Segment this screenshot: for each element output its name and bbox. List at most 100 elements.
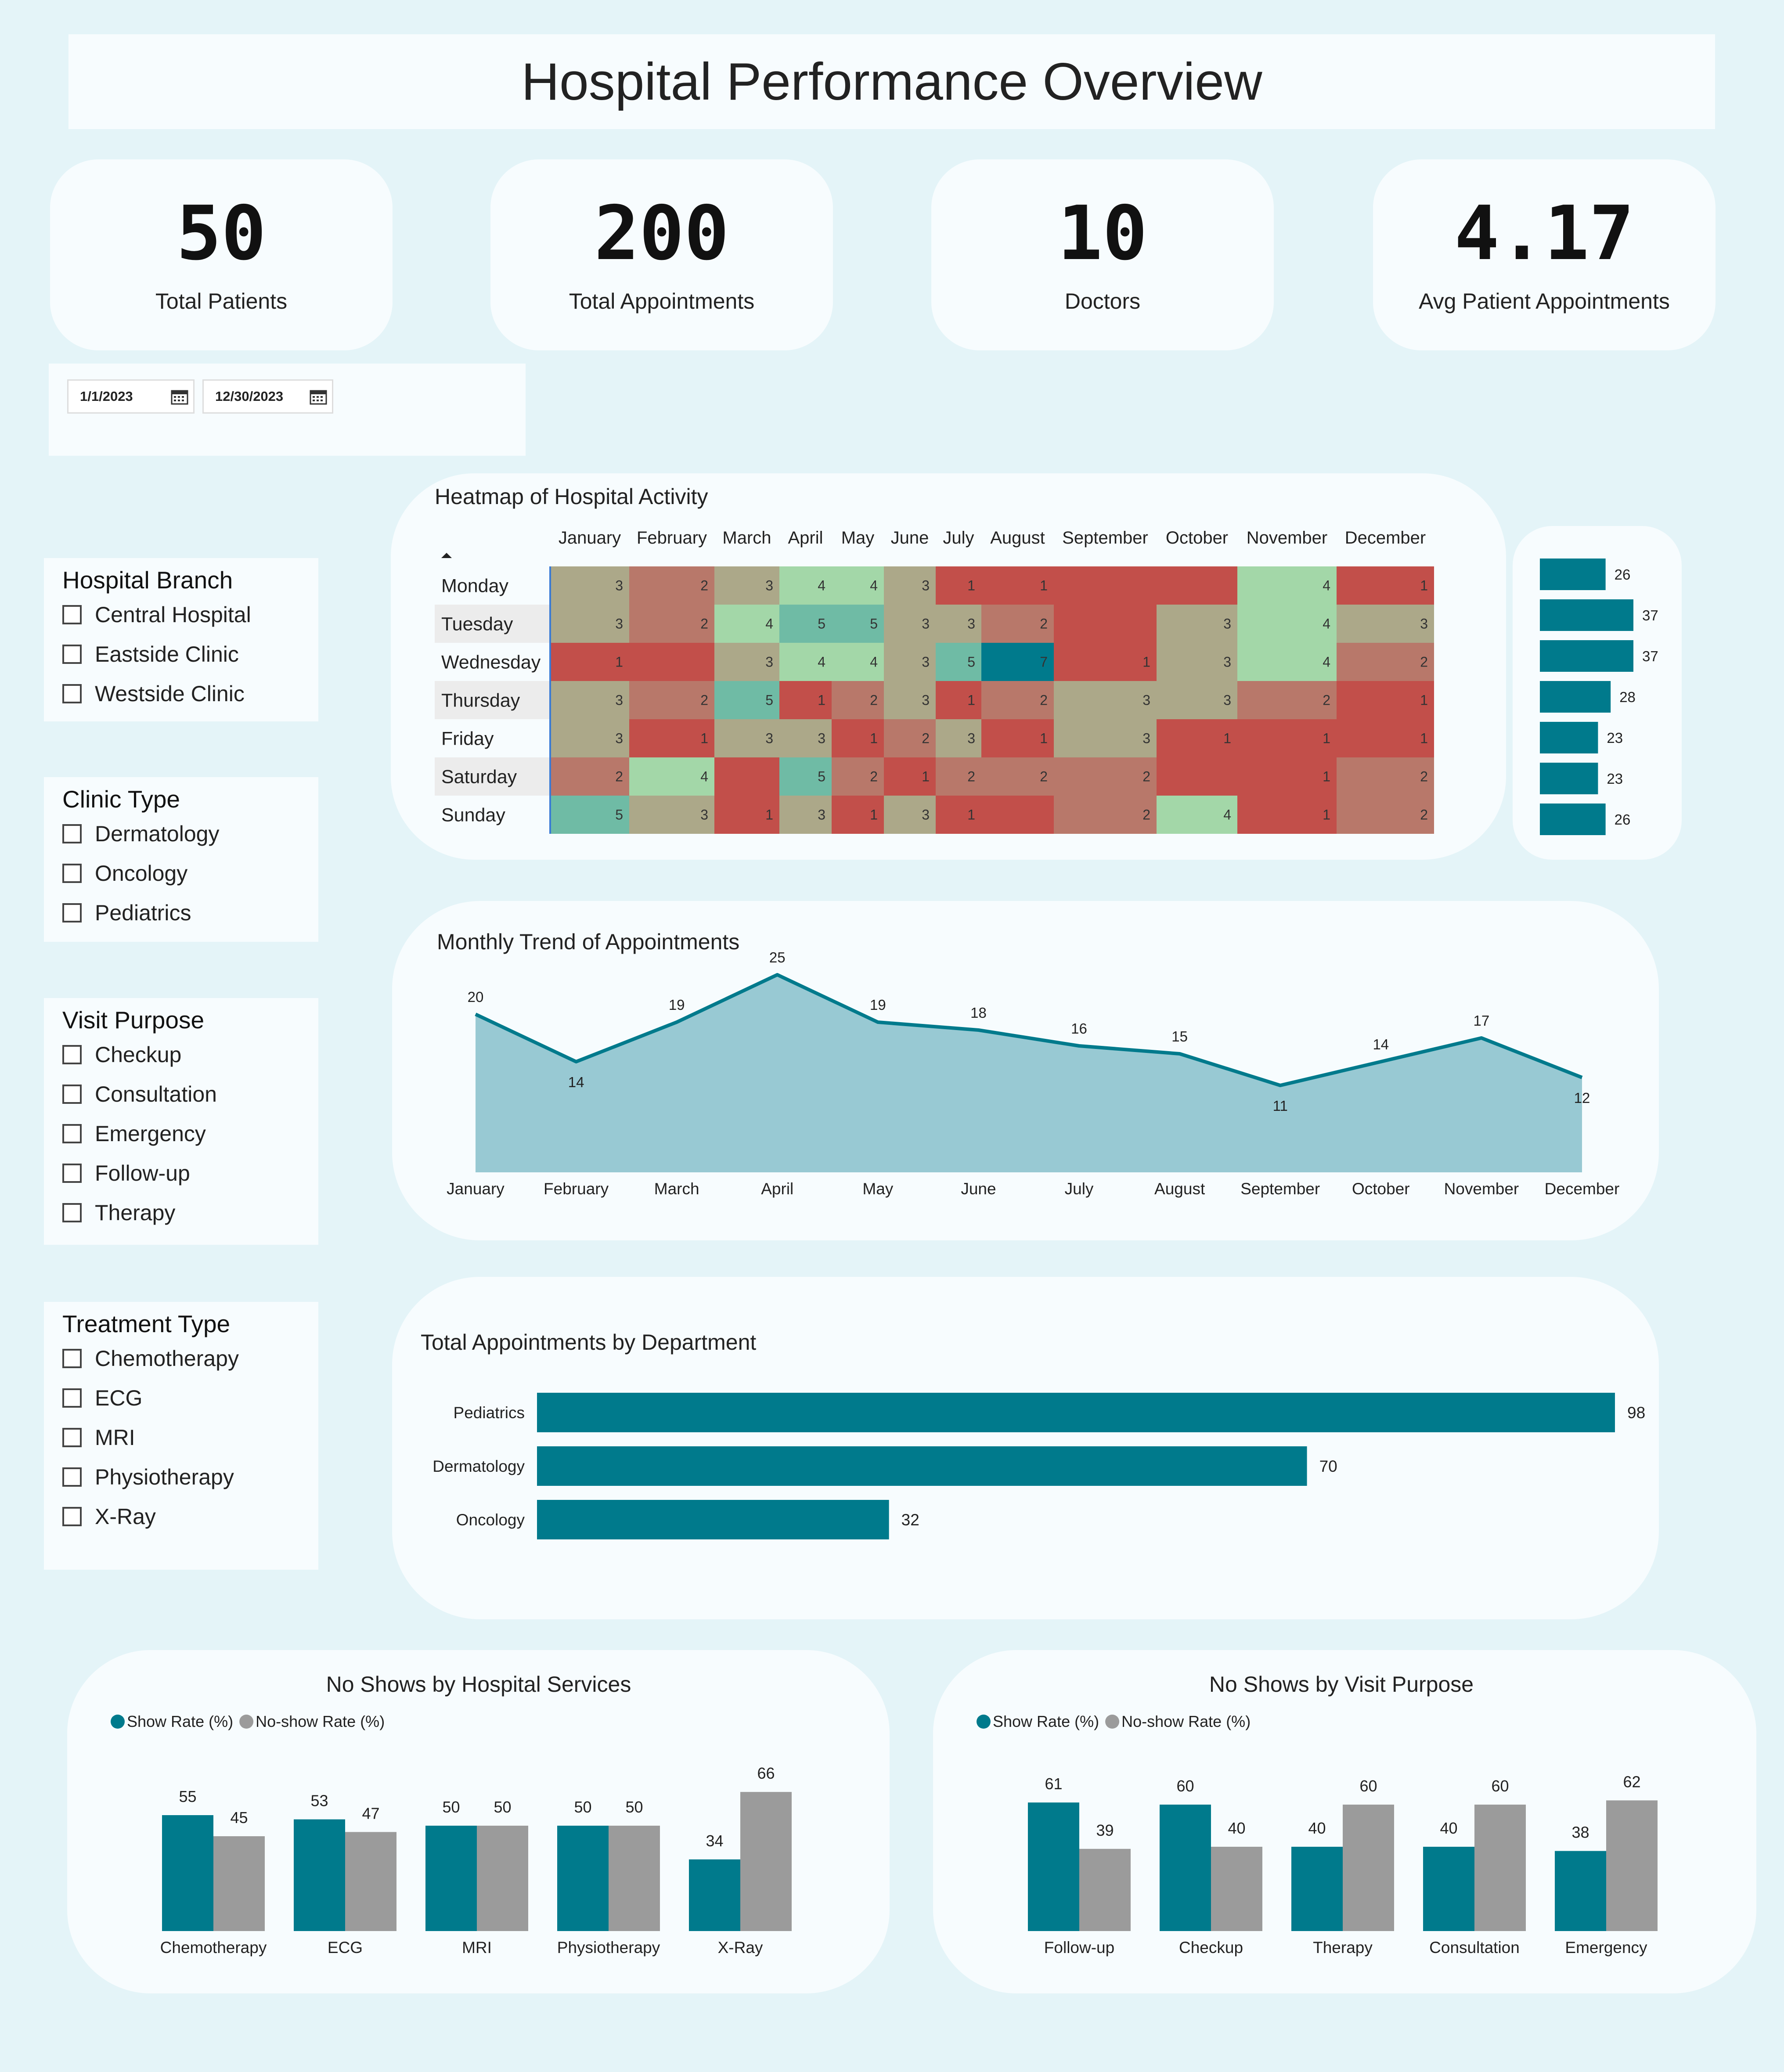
- checkbox[interactable]: [62, 1164, 82, 1183]
- slicer-option[interactable]: Consultation: [62, 1081, 217, 1107]
- option-label: Westside Clinic: [95, 681, 245, 706]
- heatmap-cell: [936, 566, 981, 605]
- slicer-title: Clinic Type: [62, 786, 180, 813]
- day-totals-chart: 26 37 37 28 23 23 26: [1540, 559, 1658, 835]
- checkbox[interactable]: [62, 1428, 82, 1447]
- slicer-title: Treatment Type: [62, 1310, 231, 1337]
- services-noshow-chart: No Shows by Hospital Services Show Rate (…: [111, 1672, 792, 1957]
- heatmap-cell: [1157, 796, 1237, 834]
- slicer-option[interactable]: Therapy: [62, 1200, 175, 1225]
- sort-arrow-icon[interactable]: [441, 553, 452, 558]
- option-label: X-Ray: [95, 1504, 156, 1529]
- heatmap-cell-label: 5: [818, 616, 825, 632]
- checkbox[interactable]: [62, 605, 82, 624]
- noshow-rate-bar: [740, 1792, 792, 1931]
- checkbox[interactable]: [62, 645, 82, 664]
- category-label: Checkup: [1179, 1939, 1243, 1957]
- show-rate-bar: [1028, 1802, 1079, 1931]
- monthly-trend-chart: 20 January 14 February 19 March 25 April 19 May 18…: [447, 949, 1619, 1198]
- show-rate-label: 40: [1440, 1819, 1457, 1837]
- department-bar: [537, 1393, 1615, 1432]
- heatmap-cell-label: 2: [1040, 769, 1048, 785]
- noshow-rate-bar: [1474, 1805, 1526, 1931]
- heatmap-cell-label: 4: [870, 578, 878, 594]
- heatmap-cell: [884, 796, 936, 834]
- slicer-option[interactable]: Follow-up: [62, 1160, 190, 1186]
- slicer-option[interactable]: Oncology: [62, 861, 187, 886]
- trend-data-label: 25: [769, 949, 786, 966]
- checkbox[interactable]: [62, 1507, 82, 1526]
- heatmap-cell-label: 2: [1420, 654, 1428, 670]
- heatmap-cell: [832, 757, 884, 796]
- heatmap-cell-label: 3: [1223, 654, 1231, 670]
- show-rate-bar: [1291, 1847, 1343, 1931]
- heatmap-cell: [714, 566, 779, 605]
- heatmap-cell-label: 2: [1420, 807, 1428, 823]
- checkbox[interactable]: [62, 824, 82, 843]
- heatmap-cell-label: 3: [1223, 616, 1231, 632]
- checkbox[interactable]: [62, 1124, 82, 1143]
- heatmap-cell: [1237, 796, 1337, 834]
- show-rate-label: 50: [574, 1798, 591, 1816]
- heatmap-cell: [1157, 757, 1237, 796]
- heatmap-cell: [1157, 605, 1237, 643]
- kpi-label: Total Patients: [155, 288, 288, 314]
- heatmap-cell-label: 2: [870, 769, 878, 785]
- heatmap-cell-label: 2: [1323, 692, 1330, 708]
- show-rate-bar: [425, 1826, 477, 1931]
- heatmap-cell: [1157, 719, 1237, 757]
- day-total-label: 28: [1619, 689, 1636, 705]
- heatmap-cell-label: 1: [870, 731, 878, 746]
- slicer-option[interactable]: Dermatology: [62, 821, 219, 847]
- checkbox[interactable]: [62, 903, 82, 922]
- slicer-option[interactable]: Eastside Clinic: [62, 641, 239, 667]
- day-total-bar: [1540, 763, 1598, 794]
- slicer-option[interactable]: ECG: [62, 1385, 142, 1411]
- checkbox[interactable]: [62, 1349, 82, 1368]
- trend-x-tick: June: [961, 1180, 996, 1198]
- slicer-option[interactable]: Emergency: [62, 1121, 206, 1146]
- heatmap-cell: [1237, 605, 1337, 643]
- heatmap-cell-label: 2: [1420, 769, 1428, 785]
- slicer-option[interactable]: MRI: [62, 1425, 135, 1450]
- trend-data-label: 20: [468, 989, 484, 1005]
- option-label: Checkup: [95, 1042, 182, 1067]
- show-rate-label: 55: [179, 1787, 196, 1805]
- checkbox[interactable]: [62, 684, 82, 703]
- slicer-option[interactable]: Central Hospital: [62, 602, 251, 627]
- department-card: Total Appointments by Department Pediatr…: [392, 1277, 1659, 1619]
- end-date-input[interactable]: 12/30/2023: [202, 379, 333, 414]
- start-date-input[interactable]: 1/1/2023: [67, 379, 195, 414]
- heatmap-cell: [884, 643, 936, 681]
- heatmap-cell: [629, 681, 714, 719]
- slicer-option[interactable]: Physiotherapy: [62, 1464, 234, 1490]
- slicer-option[interactable]: Pediatrics: [62, 900, 191, 926]
- slicer-option[interactable]: Westside Clinic: [62, 681, 245, 706]
- slicer-option[interactable]: Checkup: [62, 1042, 181, 1067]
- checkbox[interactable]: [62, 1467, 82, 1487]
- checkbox[interactable]: [62, 864, 82, 883]
- slicer-option[interactable]: X-Ray: [62, 1504, 156, 1529]
- heatmap-cell: [1237, 757, 1337, 796]
- slicer-option[interactable]: Chemotherapy: [62, 1346, 239, 1371]
- heatmap-row-label: Saturday: [441, 767, 517, 788]
- checkbox[interactable]: [62, 1085, 82, 1104]
- calendar-icon[interactable]: [309, 389, 328, 405]
- category-label: Physiotherapy: [557, 1939, 660, 1957]
- heatmap-column-label: November: [1247, 528, 1328, 548]
- checkbox[interactable]: [62, 1203, 82, 1222]
- day-total-bar: [1540, 804, 1606, 835]
- heatmap-cell: [1337, 796, 1434, 834]
- day-total-bar: [1540, 681, 1611, 713]
- noshow-rate-label: 50: [494, 1798, 511, 1816]
- trend-x-tick: July: [1065, 1180, 1094, 1198]
- heatmap-cell-label: 3: [1223, 692, 1231, 708]
- heatmap-cell: [981, 796, 1054, 834]
- checkbox[interactable]: [62, 1388, 82, 1408]
- heatmap-column-label: April: [788, 528, 823, 548]
- noshow-rate-label: 66: [757, 1764, 775, 1782]
- checkbox[interactable]: [62, 1045, 82, 1064]
- calendar-icon[interactable]: [170, 389, 189, 405]
- option-label: Dermatology: [95, 822, 220, 846]
- noshow-rate-label: 40: [1228, 1819, 1245, 1837]
